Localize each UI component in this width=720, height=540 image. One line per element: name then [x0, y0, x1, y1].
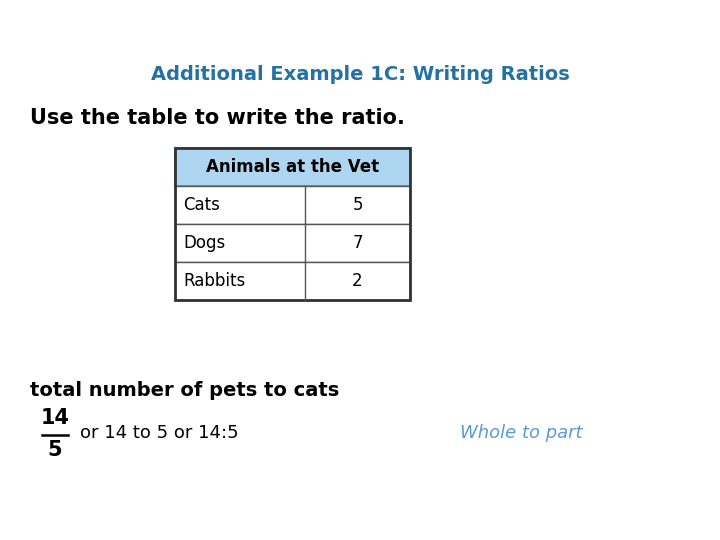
Text: or 14 to 5 or 14:5: or 14 to 5 or 14:5	[80, 424, 238, 442]
Text: Additional Example 1C: Writing Ratios: Additional Example 1C: Writing Ratios	[150, 65, 570, 84]
FancyBboxPatch shape	[175, 186, 410, 224]
FancyBboxPatch shape	[175, 148, 410, 186]
FancyBboxPatch shape	[175, 224, 410, 262]
FancyBboxPatch shape	[175, 262, 410, 300]
Text: Cats: Cats	[183, 196, 220, 214]
Text: Dogs: Dogs	[183, 234, 225, 252]
Text: Whole to part: Whole to part	[460, 424, 582, 442]
Text: total number of pets to cats: total number of pets to cats	[30, 381, 339, 400]
Text: Animals at the Vet: Animals at the Vet	[206, 158, 379, 176]
Text: 2: 2	[352, 272, 363, 290]
Text: Rabbits: Rabbits	[183, 272, 246, 290]
Text: 5: 5	[352, 196, 363, 214]
Text: 14: 14	[40, 408, 70, 428]
Text: 5: 5	[48, 440, 63, 460]
Text: Use the table to write the ratio.: Use the table to write the ratio.	[30, 108, 405, 128]
Text: 7: 7	[352, 234, 363, 252]
